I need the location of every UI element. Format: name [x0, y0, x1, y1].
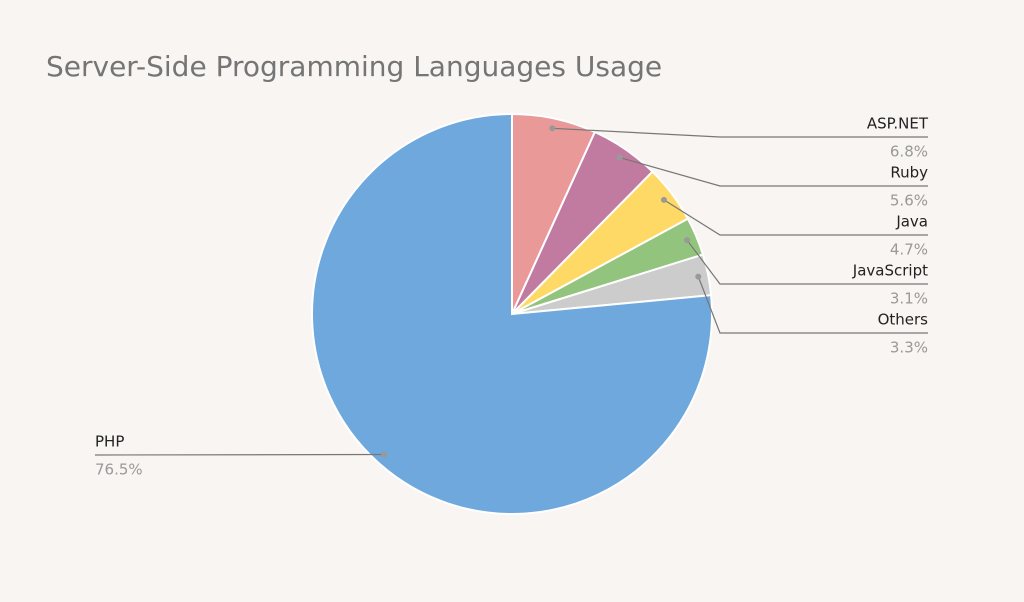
leader-dot [684, 237, 691, 244]
slice-label: Java [895, 213, 928, 231]
slice-label: PHP [95, 433, 124, 451]
value-label: 6.8% [890, 143, 928, 161]
leader-line [619, 156, 928, 187]
leader-line [663, 199, 928, 236]
leader-line [697, 276, 928, 334]
leader-dot [381, 451, 388, 458]
slice-label: JavaScript [852, 262, 928, 280]
value-label: 5.6% [890, 192, 928, 210]
value-label: 3.3% [890, 339, 928, 357]
value-label: 3.1% [890, 290, 928, 308]
leader-dot [549, 125, 556, 132]
leader-dot [695, 273, 702, 280]
chart-title: Server-Side Programming Languages Usage [46, 50, 662, 83]
value-label: 76.5% [95, 461, 143, 479]
leader-dot [616, 154, 623, 161]
leader-line [552, 127, 928, 138]
pie-slice [311, 112, 713, 515]
slice-label: Ruby [890, 164, 928, 182]
leader-line [686, 239, 928, 285]
slice-label: Others [878, 311, 929, 329]
value-label: 4.7% [890, 241, 928, 259]
leader-dot [660, 196, 667, 203]
slice-label: ASP.NET [867, 115, 929, 133]
